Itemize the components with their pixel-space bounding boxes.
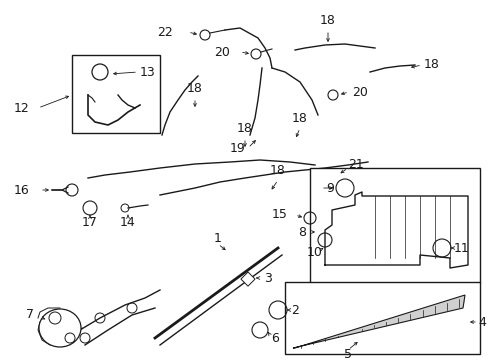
Text: 7: 7 bbox=[26, 309, 34, 321]
Text: 4: 4 bbox=[477, 315, 485, 328]
Text: 1: 1 bbox=[214, 231, 222, 244]
Text: 18: 18 bbox=[320, 13, 335, 27]
Text: 16: 16 bbox=[14, 184, 30, 197]
Text: 9: 9 bbox=[325, 181, 333, 194]
Text: 5: 5 bbox=[343, 348, 351, 360]
Text: 15: 15 bbox=[271, 208, 287, 221]
Bar bbox=[72, 55, 160, 133]
Text: 20: 20 bbox=[214, 45, 229, 58]
Text: 6: 6 bbox=[270, 332, 278, 345]
Text: 8: 8 bbox=[297, 225, 305, 238]
Text: 12: 12 bbox=[14, 102, 30, 114]
Polygon shape bbox=[292, 295, 464, 348]
Text: 2: 2 bbox=[290, 303, 298, 316]
Ellipse shape bbox=[39, 309, 81, 347]
Text: 13: 13 bbox=[140, 66, 156, 78]
Text: 20: 20 bbox=[351, 85, 367, 99]
Bar bbox=[241, 272, 255, 286]
Text: 17: 17 bbox=[82, 216, 98, 229]
Text: 18: 18 bbox=[187, 81, 203, 94]
Bar bbox=[285, 282, 479, 354]
Bar bbox=[309, 168, 479, 283]
Text: 19: 19 bbox=[230, 141, 245, 154]
Text: 18: 18 bbox=[237, 122, 252, 135]
Text: 11: 11 bbox=[453, 242, 469, 255]
Text: 14: 14 bbox=[120, 216, 136, 229]
Text: 18: 18 bbox=[423, 58, 439, 72]
Text: 18: 18 bbox=[291, 112, 307, 125]
Text: 3: 3 bbox=[264, 271, 271, 284]
Text: 18: 18 bbox=[269, 163, 285, 176]
Text: 10: 10 bbox=[306, 247, 322, 260]
Text: 21: 21 bbox=[347, 158, 363, 171]
Text: 22: 22 bbox=[157, 26, 173, 39]
